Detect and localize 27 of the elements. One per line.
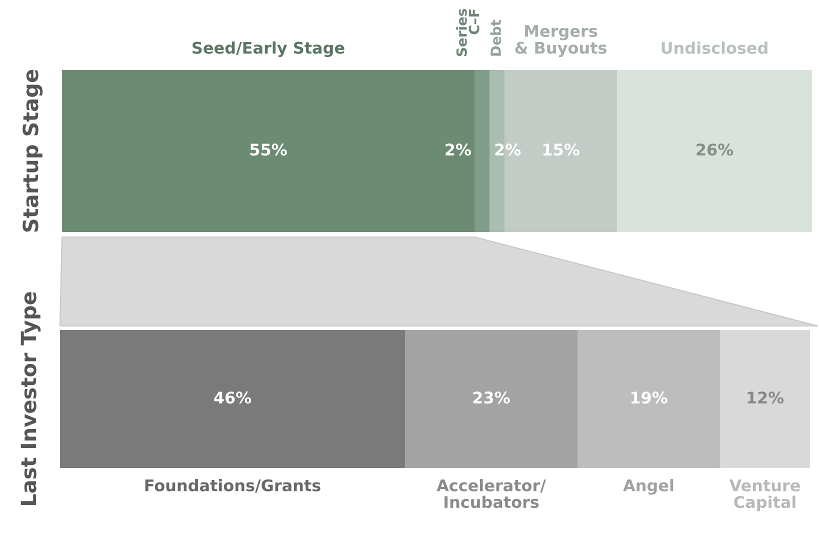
series-label: Seed/Early Stage [192,41,344,58]
data-label: 15% [543,144,580,156]
bar [720,330,810,468]
bar [578,330,720,468]
data-label: 12% [748,392,784,404]
data-label: 46% [214,392,252,404]
series-label: Venture Capital [729,480,800,512]
text: Series C–F [456,8,480,56]
bar [617,70,812,232]
bar [405,330,578,468]
bar [474,70,490,232]
y-axis-title: Startup Stage [22,70,43,232]
data-label: 2% [495,144,521,156]
data-label: 19% [631,392,668,404]
bar [60,330,405,468]
series-label: Undisclosed [662,42,768,54]
bar [62,70,474,232]
series-label: Accelerator/ Incubators [436,479,546,508]
series-label: Mergers & Buyouts [515,25,606,58]
data-label: 55% [250,144,287,156]
data-label: 23% [473,392,510,404]
y-axis-title: Last Investor Type [20,292,41,505]
series-label: Angel [623,479,674,495]
data-label: 26% [696,144,734,156]
text: Debt [490,20,502,56]
series-label: Foundations/Grants [145,479,320,493]
data-label: 2% [446,144,471,156]
